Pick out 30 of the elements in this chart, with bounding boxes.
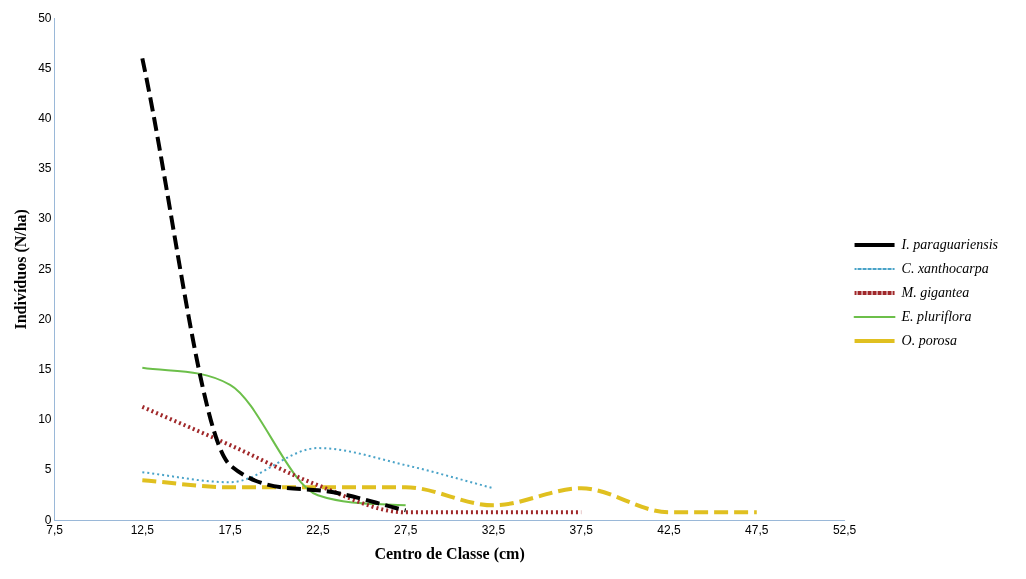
y-tick-label: 15: [38, 362, 52, 377]
y-tick-label: 10: [38, 412, 52, 427]
legend-label: I. paraguariensis: [900, 236, 999, 252]
line-series: [140, 478, 759, 515]
legend-label: C. xanthocarpa: [901, 260, 989, 276]
y-tick-label: 50: [38, 10, 52, 25]
y-tick-label: 20: [38, 311, 52, 326]
y-tick-label: 25: [38, 261, 52, 276]
y-tick-label: 35: [38, 161, 52, 176]
y-tick-label: 45: [38, 60, 52, 75]
x-tick-label: 32,5: [481, 522, 506, 537]
x-tick-label: 42,5: [657, 522, 681, 537]
x-tick-label: 52,5: [832, 522, 857, 537]
line-series: [141, 447, 495, 490]
x-tick-label: 27,5: [393, 522, 418, 537]
y-tick-label: 40: [38, 110, 52, 125]
y-tick-label: 5: [44, 462, 52, 477]
x-tick-label: 17,5: [218, 522, 243, 537]
legend-label: M. gigantea: [900, 284, 970, 300]
x-tick-label: 22,5: [306, 522, 330, 537]
x-tick-label: 47,5: [745, 522, 769, 537]
legend-label: E. pluriflora: [900, 308, 972, 324]
y-tick-label: 30: [38, 211, 52, 226]
x-tick-label: 37,5: [569, 522, 594, 537]
line-series: [140, 56, 408, 513]
x-axis-title: Centro de Classe (cm): [374, 544, 525, 563]
line-series: [141, 366, 407, 507]
legend-label: O. porosa: [901, 332, 958, 348]
x-tick-label: 12,5: [130, 522, 155, 537]
y-axis-title: Indivíduos (N/ha): [11, 209, 30, 330]
